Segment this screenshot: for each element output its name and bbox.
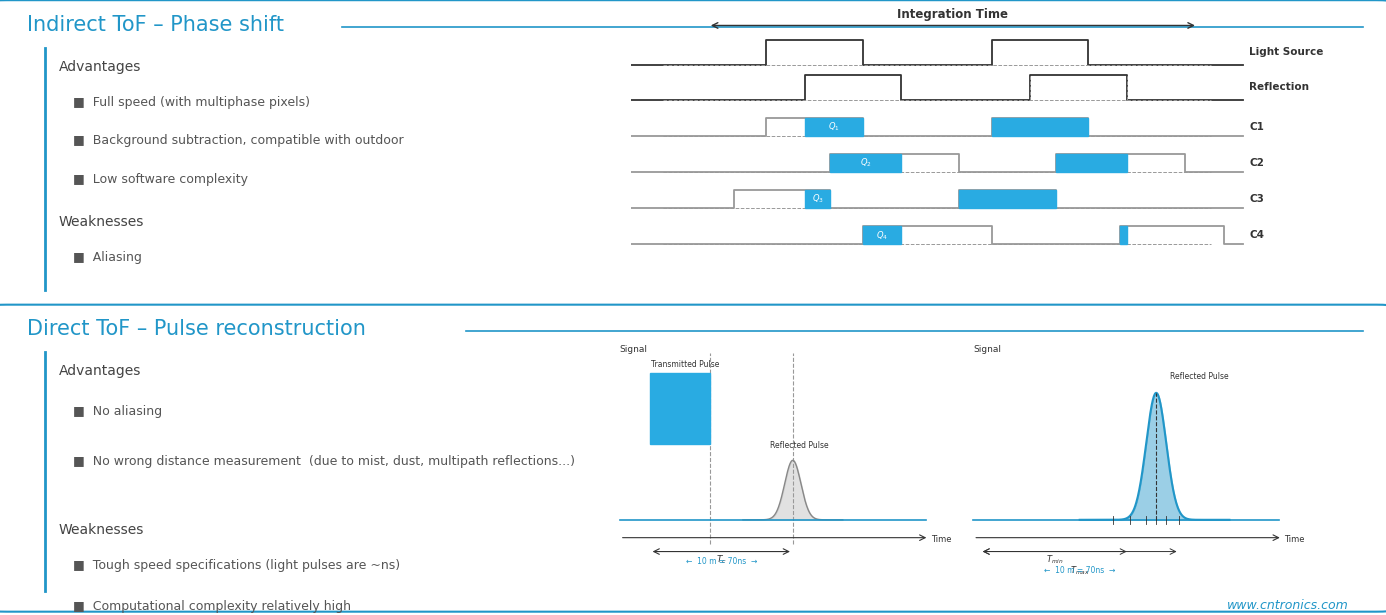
Text: www.cntronics.com: www.cntronics.com xyxy=(1227,599,1349,612)
Text: Weaknesses: Weaknesses xyxy=(60,523,144,537)
Text: Weaknesses: Weaknesses xyxy=(60,215,144,229)
Bar xyxy=(805,190,830,208)
Text: ■  Aliasing: ■ Aliasing xyxy=(72,251,141,264)
Text: ■  No aliasing: ■ No aliasing xyxy=(72,405,162,418)
Text: Advantages: Advantages xyxy=(60,363,141,378)
Text: $Q_1$: $Q_1$ xyxy=(827,121,840,133)
Text: ■  Computational complexity relatively high: ■ Computational complexity relatively hi… xyxy=(72,600,351,613)
Text: $T_{min}$: $T_{min}$ xyxy=(1046,554,1063,566)
Text: Light Source: Light Source xyxy=(1249,47,1324,57)
Bar xyxy=(862,226,901,244)
FancyBboxPatch shape xyxy=(0,304,1386,612)
Text: ←  10 m = 70ns  →: ← 10 m = 70ns → xyxy=(686,557,757,566)
Text: C1: C1 xyxy=(1249,122,1264,132)
Text: $Q_4$: $Q_4$ xyxy=(876,229,888,242)
Bar xyxy=(1056,154,1127,172)
Text: Signal: Signal xyxy=(620,345,647,354)
Text: C2: C2 xyxy=(1249,158,1264,168)
Text: ■  No wrong distance measurement  (due to mist, dust, multipath reflections...): ■ No wrong distance measurement (due to … xyxy=(72,455,575,468)
Text: Indirect ToF – Phase shift: Indirect ToF – Phase shift xyxy=(28,15,284,35)
Text: ■  Low software complexity: ■ Low software complexity xyxy=(72,173,248,186)
Text: Advantages: Advantages xyxy=(60,60,141,74)
Text: Reflected Pulse: Reflected Pulse xyxy=(1170,372,1228,381)
Bar xyxy=(830,154,901,172)
Text: $Q_2$: $Q_2$ xyxy=(859,157,872,169)
Text: ←  10 m = 70ns  →: ← 10 m = 70ns → xyxy=(1044,566,1116,576)
Text: $T_c$: $T_c$ xyxy=(715,554,726,566)
Text: Time: Time xyxy=(1285,535,1304,544)
Text: C4: C4 xyxy=(1249,231,1264,240)
Bar xyxy=(1120,226,1127,244)
Text: Reflected Pulse: Reflected Pulse xyxy=(769,442,827,450)
Bar xyxy=(650,373,710,445)
Bar xyxy=(991,117,1088,136)
Text: Time: Time xyxy=(931,535,951,544)
FancyBboxPatch shape xyxy=(0,0,1386,311)
Text: ■  Background subtraction, compatible with outdoor: ■ Background subtraction, compatible wit… xyxy=(72,135,403,148)
Text: ■  Full speed (with multiphase pixels): ■ Full speed (with multiphase pixels) xyxy=(72,95,309,109)
Text: $T_{max}$: $T_{max}$ xyxy=(1070,564,1089,577)
Text: Direct ToF – Pulse reconstruction: Direct ToF – Pulse reconstruction xyxy=(28,319,366,339)
Text: $Q_3$: $Q_3$ xyxy=(812,193,823,205)
Text: C3: C3 xyxy=(1249,194,1264,204)
Text: Reflection: Reflection xyxy=(1249,82,1310,92)
Text: Integration Time: Integration Time xyxy=(897,7,1009,20)
Text: Transmitted Pulse: Transmitted Pulse xyxy=(651,360,719,369)
Text: Signal: Signal xyxy=(973,345,1001,354)
Text: ■  Tough speed specifications (light pulses are ~ns): ■ Tough speed specifications (light puls… xyxy=(72,558,399,571)
Bar xyxy=(959,190,1056,208)
Bar xyxy=(805,117,862,136)
